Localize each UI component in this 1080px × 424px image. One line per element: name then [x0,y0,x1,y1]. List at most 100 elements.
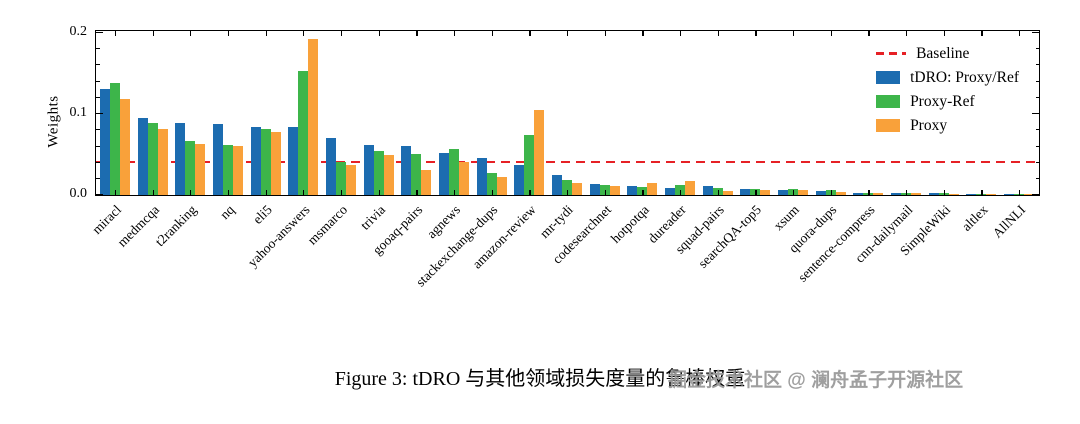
x-tick [566,190,569,195]
x-tick [265,190,267,195]
bar [212,124,223,195]
bar [760,190,771,195]
legend-item-label: Proxy [910,117,948,134]
bar [363,144,374,195]
figure-caption: Figure 3: tDRO 与其他领域损失度量的鲁棒权重 [334,368,746,390]
y-tick-label: 0.1 [69,105,88,120]
y-minor-tick [1035,145,1039,147]
x-tick-top [905,31,908,36]
bar [325,138,336,195]
bar [627,186,638,195]
y-minor-tick [96,161,100,163]
y-tick [96,194,103,196]
x-tick-top [453,31,456,36]
bar [401,146,412,195]
x-tick-top [679,31,682,36]
y-minor-tick [96,47,100,49]
x-tick-label-text: nq [216,202,238,223]
y-tick-label: 0.2 [69,23,88,39]
x-tick [679,190,682,195]
legend-color-swatch [876,95,901,108]
x-tick [303,190,305,195]
bar [890,193,901,195]
x-tick [943,190,945,195]
x-tick [830,190,832,195]
x-tick [792,190,795,195]
x-tick-top [152,31,154,36]
bar [551,175,562,195]
bar [853,192,864,195]
y-minor-tick [96,145,100,147]
bar [524,134,535,195]
x-tick-top [529,31,531,36]
bar [157,129,168,195]
y-minor-tick [96,64,100,66]
bar [664,187,675,195]
y-minor-tick [1035,96,1039,98]
x-tick-label-text: AllNLI [989,202,1029,241]
bar [702,186,713,195]
bar [777,190,788,195]
bar [109,83,120,195]
bar [589,184,600,195]
y-tick-label: 0.0 [69,186,88,202]
bar [496,177,507,195]
y-tick [1032,194,1039,196]
y-minor-tick [1035,80,1039,82]
x-tick [905,190,908,195]
bar [383,155,394,195]
bar [797,190,808,195]
x-tick-top [566,31,569,36]
bar [684,181,695,195]
bar [260,129,271,195]
legend: Baseline tDRO: Proxy/Ref Proxy-Ref Proxy [872,43,1023,136]
y-tick [1032,31,1039,33]
x-tick-label-text: trivia [356,202,388,233]
legend-item-label: tDRO: Proxy/Ref [910,69,1019,86]
y-minor-tick [96,178,100,180]
bar [185,141,196,195]
x-tick [340,190,343,195]
bar [137,117,148,195]
x-tick-label-text: hotpotqa [607,202,652,247]
x-tick [453,190,456,195]
x-tick-top [1018,31,1021,36]
x-tick-top [792,31,795,36]
bar [928,193,939,195]
x-tick-top [717,31,719,36]
bar [835,191,846,195]
legend-item: Proxy-Ref [876,93,1019,110]
bar [195,143,206,195]
bar [222,144,233,195]
bar [1023,194,1034,195]
legend-color-swatch [876,119,901,132]
bar [411,154,422,195]
plot-area: Baseline tDRO: Proxy/Ref Proxy-Ref Proxy [95,30,1040,196]
legend-item: Proxy [876,117,1019,134]
bar [609,186,620,195]
x-tick [378,190,380,195]
x-tick-top [830,31,832,36]
y-tick [96,112,103,115]
legend-item: tDRO: Proxy/Ref [876,69,1019,86]
x-tick-label-text: msmarco [304,202,351,248]
y-tick [96,31,103,33]
y-minor-tick [96,129,100,131]
bar [335,162,346,195]
x-tick-label-text: altlex [958,202,991,234]
x-tick [1018,190,1021,195]
bar [476,157,487,195]
bar [647,182,658,195]
bar [910,193,921,195]
bar [99,89,110,195]
x-tick-top [491,31,493,36]
y-minor-tick [1035,129,1039,131]
legend-item-label: Baseline [916,45,970,62]
bar [288,126,299,195]
legend-color-swatch [876,71,901,84]
x-tick [755,190,757,195]
bar [175,123,186,195]
x-tick [529,190,531,195]
bar [232,146,243,195]
x-tick [152,190,154,195]
